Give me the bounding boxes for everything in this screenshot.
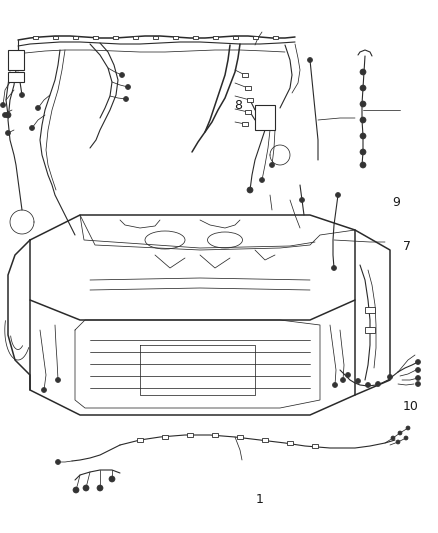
Bar bbox=[113, 36, 117, 38]
Circle shape bbox=[360, 69, 366, 75]
Circle shape bbox=[416, 376, 420, 381]
Bar bbox=[187, 433, 193, 437]
Bar bbox=[312, 444, 318, 448]
Bar bbox=[233, 36, 237, 38]
Bar bbox=[173, 36, 177, 38]
Circle shape bbox=[375, 382, 381, 386]
Circle shape bbox=[97, 485, 103, 491]
Bar bbox=[365, 327, 375, 333]
Bar bbox=[262, 438, 268, 442]
Bar bbox=[8, 50, 24, 70]
Text: 8: 8 bbox=[234, 99, 242, 112]
Circle shape bbox=[56, 377, 60, 383]
Circle shape bbox=[391, 436, 395, 440]
Circle shape bbox=[35, 106, 40, 110]
Bar bbox=[53, 36, 57, 38]
Circle shape bbox=[73, 487, 79, 493]
Circle shape bbox=[360, 101, 366, 107]
Bar bbox=[242, 73, 248, 77]
Circle shape bbox=[332, 383, 338, 387]
Bar bbox=[255, 105, 275, 130]
Bar bbox=[272, 36, 278, 38]
Circle shape bbox=[259, 177, 265, 182]
Circle shape bbox=[83, 485, 89, 491]
Circle shape bbox=[56, 459, 60, 464]
Bar bbox=[32, 36, 38, 38]
Text: 1: 1 bbox=[255, 494, 263, 506]
Circle shape bbox=[29, 125, 35, 131]
Bar bbox=[252, 36, 258, 38]
Circle shape bbox=[124, 96, 128, 101]
Bar bbox=[287, 441, 293, 445]
Circle shape bbox=[247, 187, 253, 193]
Bar bbox=[245, 110, 251, 114]
Circle shape bbox=[346, 373, 350, 377]
Circle shape bbox=[0, 102, 6, 108]
Circle shape bbox=[360, 149, 366, 155]
Bar bbox=[245, 86, 251, 90]
Circle shape bbox=[416, 367, 420, 373]
Circle shape bbox=[365, 383, 371, 387]
Circle shape bbox=[340, 377, 346, 383]
Circle shape bbox=[360, 133, 366, 139]
Bar bbox=[152, 36, 158, 38]
Circle shape bbox=[307, 58, 312, 62]
Bar bbox=[92, 36, 98, 38]
Circle shape bbox=[20, 93, 25, 98]
Circle shape bbox=[356, 378, 360, 384]
Circle shape bbox=[360, 85, 366, 91]
Circle shape bbox=[396, 440, 400, 444]
Bar bbox=[192, 36, 198, 38]
Circle shape bbox=[300, 198, 304, 203]
Circle shape bbox=[332, 265, 336, 271]
Bar bbox=[212, 433, 218, 437]
Circle shape bbox=[5, 112, 11, 118]
Circle shape bbox=[360, 117, 366, 123]
Text: 7: 7 bbox=[403, 240, 411, 253]
Bar bbox=[247, 98, 253, 102]
Circle shape bbox=[126, 85, 131, 90]
Bar bbox=[162, 435, 168, 439]
Text: 9: 9 bbox=[392, 196, 400, 209]
Bar bbox=[365, 307, 375, 313]
Circle shape bbox=[416, 359, 420, 365]
Circle shape bbox=[109, 476, 115, 482]
Bar bbox=[237, 435, 243, 439]
Circle shape bbox=[398, 431, 402, 435]
Circle shape bbox=[269, 163, 275, 167]
Circle shape bbox=[388, 375, 392, 379]
Bar bbox=[242, 122, 248, 126]
Circle shape bbox=[120, 72, 124, 77]
Bar bbox=[73, 36, 78, 38]
Bar bbox=[8, 72, 24, 82]
Bar bbox=[133, 36, 138, 38]
Bar bbox=[137, 438, 143, 442]
Circle shape bbox=[360, 162, 366, 168]
Text: 10: 10 bbox=[403, 400, 419, 413]
Circle shape bbox=[336, 192, 340, 198]
Circle shape bbox=[404, 436, 408, 440]
Circle shape bbox=[416, 382, 420, 386]
Circle shape bbox=[406, 426, 410, 430]
Circle shape bbox=[42, 387, 46, 392]
Circle shape bbox=[3, 112, 7, 117]
Circle shape bbox=[6, 131, 11, 135]
Bar bbox=[212, 36, 218, 38]
